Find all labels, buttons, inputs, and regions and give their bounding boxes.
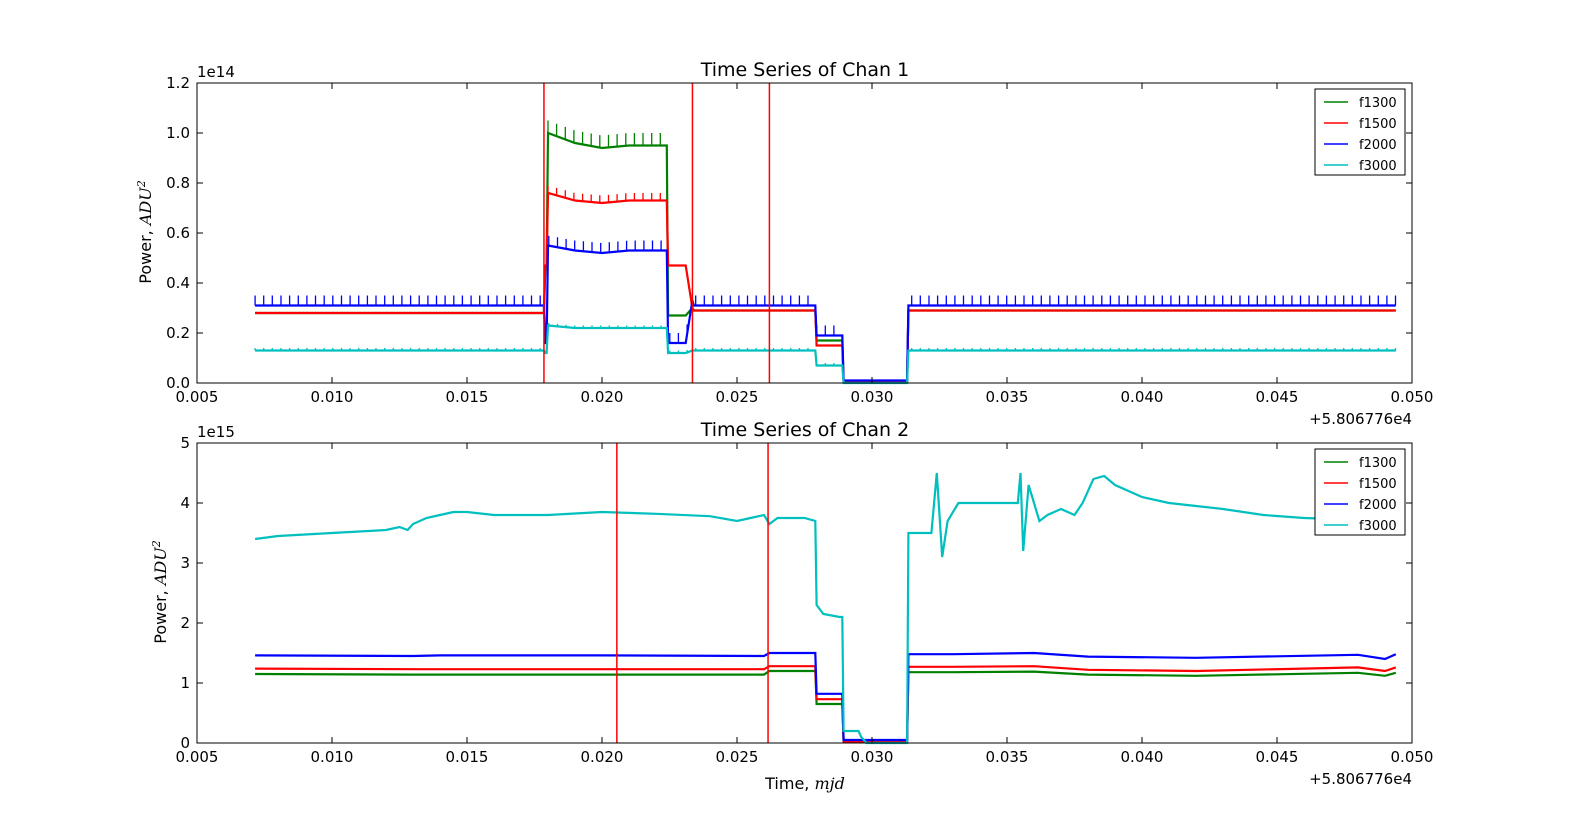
x-offset-chan2: +5.806776e4 <box>1309 770 1412 788</box>
y-tick-label: 1.0 <box>166 124 190 142</box>
legend-chan1: f1300 f1500 f2000 f3000 <box>1314 88 1406 176</box>
x-tick-label: 0.040 <box>1121 748 1164 766</box>
x-tick-label: 0.005 <box>176 748 219 766</box>
series-spikes-f2000 <box>254 235 1397 345</box>
x-tick-label: 0.025 <box>716 748 759 766</box>
y-tick-label: 0.0 <box>166 374 190 392</box>
x-tick-label: 0.020 <box>581 388 624 406</box>
x-tick-label: 0.010 <box>311 388 354 406</box>
plot-frame-chan2 <box>196 442 1413 744</box>
x-tick-label: 0.045 <box>1256 748 1299 766</box>
x-tick-label: 0.005 <box>176 388 219 406</box>
legend-label-f1500: f1500 <box>1359 477 1397 492</box>
series-line-f1500 <box>255 191 1396 383</box>
x-tick-label: 0.035 <box>986 748 1029 766</box>
x-tick-label: 0.040 <box>1121 388 1164 406</box>
legend-label-f2000: f2000 <box>1359 138 1397 153</box>
y-tick-label: 3 <box>180 554 190 572</box>
x-tick-label: 0.050 <box>1391 748 1434 766</box>
panel-chan1: Time Series of Chan 1 1e14 Power, ADU2 +… <box>135 59 1434 428</box>
x-tick-label: 0.015 <box>446 748 489 766</box>
y-tick-label: 0.8 <box>166 174 190 192</box>
y-tick-label: 0.2 <box>166 324 190 342</box>
legend-label-f1500: f1500 <box>1359 117 1397 132</box>
legend-box <box>1314 88 1406 176</box>
y-axis-label-chan2: Power, ADU2 <box>150 540 171 643</box>
legend-label-f3000: f3000 <box>1359 519 1397 534</box>
vlines-group-chan2 <box>616 443 769 743</box>
y-tick-label: 4 <box>180 494 190 512</box>
legend-label-f3000: f3000 <box>1359 159 1397 174</box>
y-tick-label: 1.2 <box>166 74 190 92</box>
legend-label-f1300: f1300 <box>1359 456 1397 471</box>
legend-label-f2000: f2000 <box>1359 498 1397 513</box>
legend-box <box>1314 448 1406 536</box>
y-ticks-chan1: 0.0 0.2 0.4 0.6 0.8 1.0 1.2 <box>166 74 1412 392</box>
legend-chan2: f1300 f1500 f2000 f3000 <box>1314 448 1406 536</box>
series-line-f2000 <box>255 651 1397 742</box>
x-tick-label: 0.030 <box>851 388 894 406</box>
series-line-f3000 <box>254 472 1396 745</box>
y-exponent-chan2: 1e15 <box>197 423 235 441</box>
y-tick-label: 0 <box>180 734 190 752</box>
chart-title-chan1: Time Series of Chan 1 <box>700 59 909 81</box>
y-tick-label: 5 <box>180 434 190 452</box>
y-axis-label-chan1: Power, ADU2 <box>135 180 156 283</box>
x-axis-label-chan2: Time, mjd <box>764 774 845 793</box>
y-ticks-chan2: 0 1 2 3 4 5 <box>180 434 1412 752</box>
chart-title-chan2: Time Series of Chan 2 <box>700 419 909 441</box>
panel-chan2: Time Series of Chan 2 1e15 Power, ADU2 +… <box>150 419 1434 793</box>
series-spikes-f1500 <box>547 185 661 203</box>
y-tick-label: 1 <box>180 674 190 692</box>
x-tick-label: 0.030 <box>851 748 894 766</box>
series-line-f3000 <box>255 324 1396 385</box>
plot-frame-chan1 <box>196 82 1413 384</box>
series-line-f1300 <box>255 669 1397 743</box>
x-ticks-chan2: 0.005 0.010 0.015 0.020 0.025 0.030 0.035 0.040… <box>176 443 1434 766</box>
series-group-chan2 <box>254 472 1397 745</box>
x-tick-label: 0.035 <box>986 388 1029 406</box>
x-tick-label: 0.015 <box>446 388 489 406</box>
legend-label-f1300: f1300 <box>1359 96 1397 111</box>
series-group-chan1 <box>254 120 1397 385</box>
x-offset-chan1: +5.806776e4 <box>1309 410 1412 428</box>
y-tick-label: 2 <box>180 614 190 632</box>
y-tick-label: 0.4 <box>166 274 190 292</box>
series-spikes-f3000 <box>254 323 1397 369</box>
y-tick-label: 0.6 <box>166 224 190 242</box>
series-spikes-f1300 <box>547 120 661 148</box>
y-exponent-chan1: 1e14 <box>197 63 235 81</box>
vlines-group-chan1 <box>543 83 771 383</box>
x-tick-label: 0.025 <box>716 388 759 406</box>
x-ticks-chan1: 0.005 0.010 0.015 0.020 0.025 0.030 0.035 0.040… <box>176 83 1434 406</box>
series-line-f1500 <box>255 665 1397 743</box>
x-tick-label: 0.050 <box>1391 388 1434 406</box>
x-tick-label: 0.045 <box>1256 388 1299 406</box>
x-tick-label: 0.020 <box>581 748 624 766</box>
x-tick-label: 0.010 <box>311 748 354 766</box>
